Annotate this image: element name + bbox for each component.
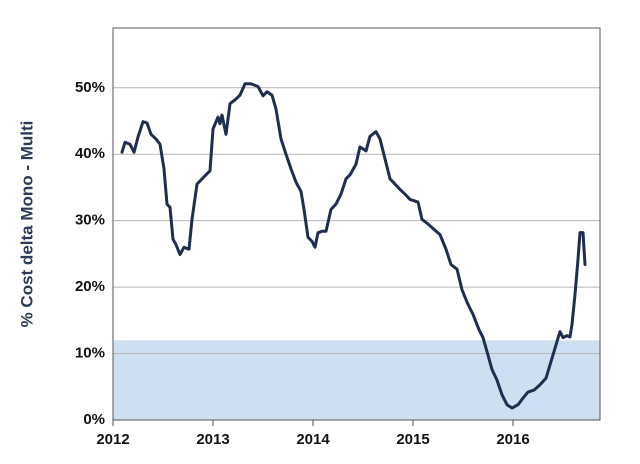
x-tick-label: 2014	[296, 431, 330, 448]
shaded-range	[113, 340, 600, 420]
x-tick-label: 2015	[396, 431, 429, 448]
y-tick-label: 50%	[75, 79, 105, 96]
y-tick-label: 30%	[75, 212, 105, 229]
plot-frame	[112, 27, 601, 421]
x-tick-label: 2012	[96, 431, 129, 448]
y-tick-label: 0%	[83, 411, 105, 428]
x-tick-label: 2013	[196, 431, 229, 448]
x-tick-label: 2016	[496, 431, 529, 448]
y-axis-title: % Cost delta Mono - Multi	[17, 121, 36, 328]
y-tick-label: 20%	[75, 278, 105, 295]
y-tick-label: 10%	[75, 345, 105, 362]
data-line	[120, 82, 587, 410]
y-tick-label: 40%	[75, 145, 105, 162]
